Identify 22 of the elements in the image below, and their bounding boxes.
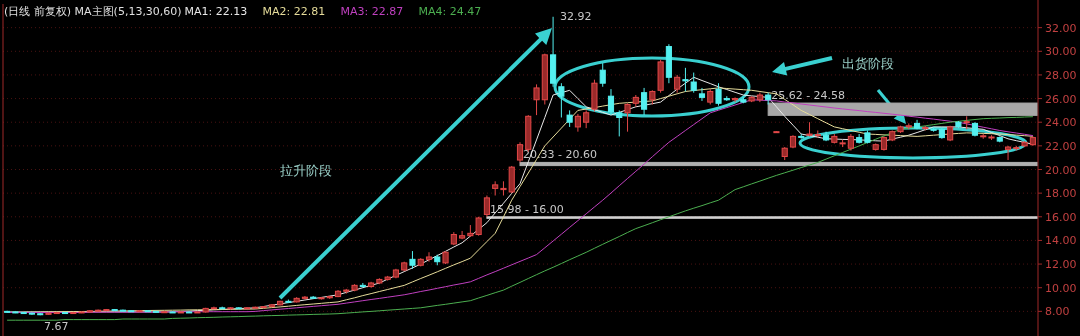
y-tick-label: 12.00 [1045, 258, 1077, 272]
y-tick-label: 20.00 [1045, 163, 1077, 177]
y-tick-label: 8.00 [1045, 305, 1070, 319]
y-tick-label: 16.00 [1045, 210, 1077, 224]
annotation: 7.67 [44, 320, 69, 333]
y-tick-label: 26.00 [1045, 92, 1077, 106]
y-tick-label: 14.00 [1045, 234, 1077, 248]
series-name: MA1: 22.13 [184, 5, 248, 18]
y-tick-label: 18.00 [1045, 187, 1077, 201]
annotation: 拉升阶段 [280, 163, 332, 178]
y-tick-label: 30.00 [1045, 45, 1077, 59]
annotation: 32.92 [560, 10, 592, 23]
series-name: MA2: 22.81 [262, 5, 326, 18]
annotation: 出货阶段 [842, 56, 894, 71]
y-tick-label: 28.00 [1045, 68, 1077, 82]
y-tick-label: 22.00 [1045, 139, 1077, 153]
y-tick-label: 32.00 [1045, 21, 1077, 35]
series-name: MA3: 22.87 [340, 5, 404, 18]
series-name: MA4: 24.47 [418, 5, 482, 18]
y-tick-label: 24.00 [1045, 116, 1077, 130]
y-tick-label: 10.00 [1045, 281, 1077, 295]
title: (日线 前复权) MA主图(5,13,30,60) [4, 5, 182, 18]
